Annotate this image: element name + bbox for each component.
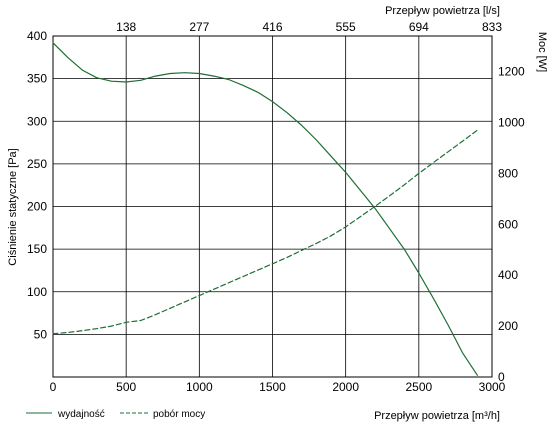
y-right-tick-1200: 1200 (498, 65, 525, 79)
y-right-tick-600: 600 (498, 217, 518, 231)
x-bottom-tick-1500: 1500 (259, 380, 286, 394)
y-left-tick-150: 150 (27, 242, 47, 256)
x-top-tick-277: 277 (189, 20, 209, 34)
legend: wydajność pobór mocy (26, 409, 205, 420)
legend-label-wydajnosc: wydajność (57, 409, 105, 420)
x-bottom-axis-label: Przepływ powietrza [m³/h] (374, 410, 500, 422)
x-bottom-tick-0: 0 (50, 380, 57, 394)
y-left-tick-300: 300 (27, 114, 47, 128)
y-right-axis-label: Moc [W] (536, 32, 548, 72)
x-top-tick-833: 833 (482, 20, 502, 34)
series-layer (52, 42, 478, 376)
x-bottom-tick-2500: 2500 (405, 380, 432, 394)
x-bottom-tick-2000: 2000 (332, 380, 359, 394)
y-right-tick-200: 200 (498, 319, 518, 333)
y-left-tick-350: 350 (27, 72, 47, 86)
grid (52, 35, 493, 378)
x-top-axis-label: Przepływ powietrza [l/s] (385, 5, 500, 17)
x-bottom-tick-500: 500 (116, 380, 136, 394)
series-line-pobor-mocy (52, 129, 478, 335)
x-top-tick-555: 555 (336, 20, 356, 34)
x-bottom-tick-1000: 1000 (186, 380, 213, 394)
y-right-tick-0: 0 (498, 370, 505, 384)
y-left-tick-250: 250 (27, 157, 47, 171)
y-left-tick-200: 200 (27, 200, 47, 214)
x-top-tick-416: 416 (262, 20, 282, 34)
y-right-tick-800: 800 (498, 166, 518, 180)
series-line-wydajnosc (52, 42, 478, 376)
x-top-tick-138: 138 (116, 20, 136, 34)
y-left-tick-100: 100 (27, 285, 47, 299)
legend-label-pobor-mocy: pobór mocy (153, 409, 205, 420)
y-left-tick-400: 400 (27, 29, 47, 43)
y-right-tick-400: 400 (498, 268, 518, 282)
y-left-tick-50: 50 (34, 327, 48, 341)
y-right-tick-1000: 1000 (498, 116, 525, 130)
x-bottom-tick-3000: 3000 (479, 380, 506, 394)
y-left-axis-label: Ciśnienie statyczne [Pa] (7, 148, 19, 265)
x-top-tick-694: 694 (409, 20, 429, 34)
